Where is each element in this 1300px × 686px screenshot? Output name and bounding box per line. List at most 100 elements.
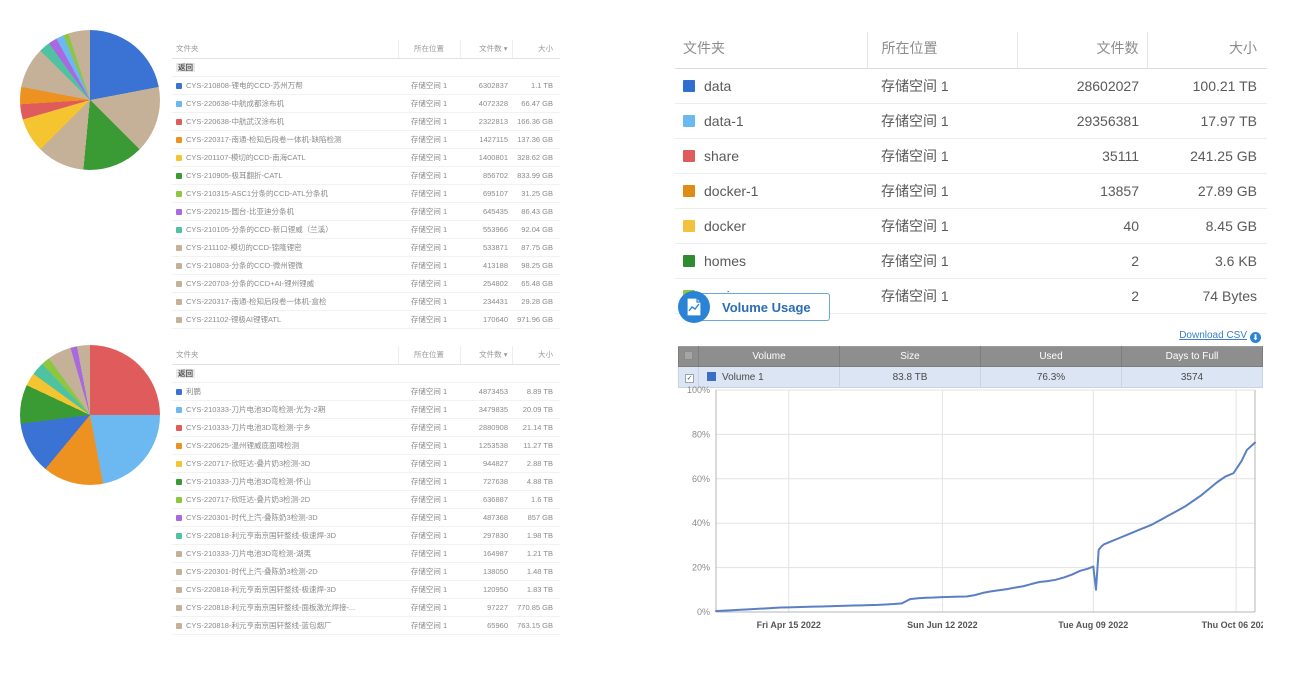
column-header-files[interactable]: 文件数 ▾ xyxy=(459,40,512,59)
row-checkbox-cell[interactable]: ✓ xyxy=(678,366,699,388)
table-row[interactable]: CYS-220301-时代上汽-叠陈奶3检测-2D 存储空间 1 138050 1.4… xyxy=(172,562,560,581)
folder-cell[interactable]: CYS-220717-欣旺达-叠片奶3检测-2D xyxy=(172,490,398,509)
folder-cell[interactable]: CYS-210315-ASC1分条的CCD-ATL分条机 xyxy=(172,184,398,203)
table-row[interactable]: CYS-210333-刀片电池3D弯检测-宁乡 存储空间 1 2880908 21.1… xyxy=(172,418,560,437)
table-row[interactable]: CYS-220818-利元亨南京国轩整线-蓝包烟厂 存储空间 1 65960 763.… xyxy=(172,616,560,635)
folder-cell[interactable]: CYS-220818-利元亨南京国轩整线-极速焊-3D xyxy=(172,526,398,545)
back-label[interactable]: 返回 xyxy=(176,369,195,378)
back-cell[interactable]: 返回 xyxy=(172,364,560,383)
folder-cell[interactable]: CYS-220317-南通-检知后段卷一体机-盒检 xyxy=(172,292,398,311)
column-header-size[interactable]: 大小 xyxy=(511,40,560,59)
folder-cell[interactable]: share xyxy=(675,138,867,174)
folder-cell[interactable]: homes xyxy=(675,243,867,279)
folder-cell[interactable]: CYS-220703-分条的CCD+AI-锂州锂威 xyxy=(172,274,398,293)
folder-cell[interactable]: CYS-210803-分条的CCD-微州锂微 xyxy=(172,256,398,275)
table-row[interactable]: share 存储空间 1 35111 241.25 GB xyxy=(675,138,1267,174)
column-header-folder[interactable]: 文件夹 xyxy=(172,40,398,59)
table-row[interactable]: CYS-220301-时代上汽-叠陈奶3检测-3D 存储空间 1 487368 857… xyxy=(172,508,560,527)
table-row[interactable]: CYS-221102-锂极AI锂锂ATL 存储空间 1 170640 971.96 G… xyxy=(172,310,560,329)
column-header-location[interactable]: 所在位置 xyxy=(866,32,1017,69)
table-row[interactable]: docker-1 存储空间 1 13857 27.89 GB xyxy=(675,173,1267,209)
table-row[interactable]: CYS-210905-极耳翻折-CATL 存储空间 1 856702 833.99 G… xyxy=(172,166,560,185)
folder-cell[interactable]: data xyxy=(675,68,867,104)
folder-cell[interactable]: CYS-220301-时代上汽-叠陈奶3检测-2D xyxy=(172,562,398,581)
column-header-days-to-full[interactable]: Days to Full xyxy=(1121,346,1263,367)
folder-cell[interactable]: CYS-210808-锂电的CCD-苏州万帮 xyxy=(172,76,398,95)
folder-cell[interactable]: CYS-210333-刀片电池3D弯检测-怀山 xyxy=(172,472,398,491)
folder-cell[interactable]: 利鹏 xyxy=(172,382,398,401)
table-row[interactable]: CYS-220703-分条的CCD+AI-锂州锂威 存储空间 1 254802 65.… xyxy=(172,274,560,293)
folder-cell[interactable]: docker-1 xyxy=(675,173,867,209)
table-row[interactable]: CYS-220717-欣旺达-叠片奶3检测-2D 存储空间 1 636887 1.6 … xyxy=(172,490,560,509)
column-header-location[interactable]: 所在位置 xyxy=(397,346,460,365)
folder-cell[interactable]: CYS-210333-刀片电池3D弯检测-光为-2期 xyxy=(172,400,398,419)
select-all-checkbox[interactable] xyxy=(684,351,693,360)
volume-table-row[interactable]: ✓ Volume 1 83.8 TB 76.3% 3574 xyxy=(678,366,1263,388)
column-header-folder[interactable]: 文件夹 xyxy=(172,346,398,365)
table-row[interactable]: CYS-220818-利元亨南京国轩整线-极速焊-3D 存储空间 1 120950 1… xyxy=(172,580,560,599)
table-row[interactable]: CYS-220215-圆台-比亚迪分条机 存储空间 1 645435 86.43 GB xyxy=(172,202,560,221)
table-row[interactable]: CYS-210315-ASC1分条的CCD-ATL分条机 存储空间 1 695107… xyxy=(172,184,560,203)
table-row[interactable]: CYS-210808-锂电的CCD-苏州万帮 存储空间 1 6302837 1.1 T… xyxy=(172,76,560,95)
folder-cell[interactable]: CYS-220317-南通-检知后段卷一体机-缺陷检测 xyxy=(172,130,398,149)
folder-cell[interactable]: CYS-220717-欣旺达-叠片奶3检测-3D xyxy=(172,454,398,473)
table-row[interactable]: CYS-220818-利元亨南京国轩整线-极速焊-3D 存储空间 1 297830 1… xyxy=(172,526,560,545)
folder-cell[interactable]: CYS-221102-锂极AI锂锂ATL xyxy=(172,310,398,329)
column-header-used[interactable]: Used xyxy=(980,346,1122,367)
table-row[interactable]: CYS-220317-南通-检知后段卷一体机-盒检 存储空间 1 234431 29.… xyxy=(172,292,560,311)
folder-cell[interactable]: CYS-220638-中航武汉涂布机 xyxy=(172,112,398,131)
table-row[interactable]: CYS-210105-分条的CCD-新口锂威（兰溪） 存储空间 1 553966 92… xyxy=(172,220,560,239)
table-row[interactable]: data 存储空间 1 28602027 100.21 TB xyxy=(675,68,1267,104)
table-row[interactable]: CYS-210803-分条的CCD-微州锂微 存储空间 1 413188 98.25 … xyxy=(172,256,560,275)
folder-cell[interactable]: CYS-220638-中航成都涂布机 xyxy=(172,94,398,113)
table-row[interactable]: 利鹏 存储空间 1 4873453 8.89 TB xyxy=(172,382,560,401)
download-icon[interactable]: ⬇ xyxy=(1250,332,1261,343)
table-row[interactable]: CYS-210333-刀片电池3D弯检测-湖夷 存储空间 1 164987 1.21 … xyxy=(172,544,560,563)
column-header-files[interactable]: 文件数 ▾ xyxy=(459,346,512,365)
column-header-files[interactable]: 文件数 xyxy=(1016,32,1147,69)
column-header-volume[interactable]: Volume xyxy=(698,346,840,367)
folder-cell[interactable]: CYS-220818-利元亨南京国轩整线-面板激光焊接-... xyxy=(172,598,398,617)
column-header-location[interactable]: 所在位置 xyxy=(397,40,460,59)
table-row[interactable]: CYS-220717-欣旺达-叠片奶3检测-3D 存储空间 1 944827 2.88… xyxy=(172,454,560,473)
x-axis-tick-label: Tue Aug 09 2022 xyxy=(1058,620,1128,630)
folder-cell[interactable]: CYS-210333-刀片电池3D弯检测-宁乡 xyxy=(172,418,398,437)
table-row[interactable]: CYS-220638-中航武汉涂布机 存储空间 1 2322813 166.36 GB xyxy=(172,112,560,131)
volume-usage-tab[interactable]: Volume Usage xyxy=(700,293,830,321)
column-header-size[interactable]: 大小 xyxy=(1146,32,1267,69)
table-row[interactable]: CYS-220638-中航成都涂布机 存储空间 1 4072328 66.47 GB xyxy=(172,94,560,113)
folder-cell[interactable]: CYS-210333-刀片电池3D弯检测-湖夷 xyxy=(172,544,398,563)
folder-cell[interactable]: CYS-220215-圆台-比亚迪分条机 xyxy=(172,202,398,221)
folder-cell[interactable]: CYS-220301-时代上汽-叠陈奶3检测-3D xyxy=(172,508,398,527)
column-header-folder[interactable]: 文件夹 xyxy=(675,32,867,69)
table-row[interactable]: docker 存储空间 1 40 8.45 GB xyxy=(675,208,1267,244)
table-row[interactable]: CYS-220625-温州锂威底面啤检测 存储空间 1 1253538 11.27 T… xyxy=(172,436,560,455)
table-row[interactable]: data-1 存储空间 1 29356381 17.97 TB xyxy=(675,103,1267,139)
folder-cell[interactable]: docker xyxy=(675,208,867,244)
table-row[interactable]: CYS-220818-利元亨南京国轩整线-面板激光焊接-... 存储空间 1 972… xyxy=(172,598,560,617)
folder-cell[interactable]: CYS-220625-温州锂威底面啤检测 xyxy=(172,436,398,455)
folder-cell[interactable]: CYS-211102-模切的CCD-锦隆锂密 xyxy=(172,238,398,257)
table-row[interactable]: CYS-211102-模切的CCD-锦隆锂密 存储空间 1 533871 87.75 … xyxy=(172,238,560,257)
table-row[interactable]: homes 存储空间 1 2 3.6 KB xyxy=(675,243,1267,279)
folder-cell[interactable]: CYS-210105-分条的CCD-新口锂威（兰溪） xyxy=(172,220,398,239)
back-row[interactable]: 返回 xyxy=(172,58,560,77)
table-row[interactable]: CYS-201107-模切的CCD-南海CATL 存储空间 1 1400801 328… xyxy=(172,148,560,167)
download-csv-link[interactable]: Download CSV xyxy=(1179,330,1247,341)
back-cell[interactable]: 返回 xyxy=(172,58,560,77)
column-header-size[interactable]: 大小 xyxy=(511,346,560,365)
back-label[interactable]: 返回 xyxy=(176,63,195,72)
row-checkbox[interactable]: ✓ xyxy=(685,374,694,383)
back-row[interactable]: 返回 xyxy=(172,364,560,383)
column-header-size[interactable]: Size xyxy=(839,346,981,367)
table-row[interactable]: CYS-220317-南通-检知后段卷一体机-缺陷检测 存储空间 1 1427115… xyxy=(172,130,560,149)
folder-cell[interactable]: data-1 xyxy=(675,103,867,139)
folder-cell[interactable]: CYS-220818-利元亨南京国轩整线-极速焊-3D xyxy=(172,580,398,599)
folder-cell[interactable]: CYS-210905-极耳翻折-CATL xyxy=(172,166,398,185)
folder-cell[interactable]: CYS-201107-模切的CCD-南海CATL xyxy=(172,148,398,167)
select-all-header[interactable] xyxy=(678,346,699,367)
table-row[interactable]: CYS-210333-刀片电池3D弯检测-光为-2期 存储空间 1 3479835 2… xyxy=(172,400,560,419)
color-swatch-icon xyxy=(683,185,695,197)
table-row[interactable]: CYS-210333-刀片电池3D弯检测-怀山 存储空间 1 727638 4.88 … xyxy=(172,472,560,491)
folder-cell[interactable]: CYS-220818-利元亨南京国轩整线-蓝包烟厂 xyxy=(172,616,398,635)
